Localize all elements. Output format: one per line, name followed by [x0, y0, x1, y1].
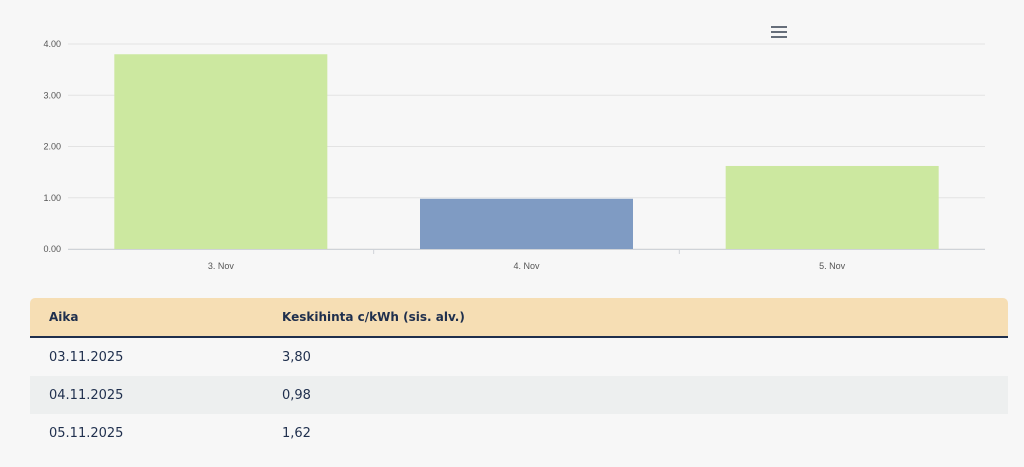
- row-date: 03.11.2025: [49, 349, 124, 365]
- row-date: 04.11.2025: [30, 376, 262, 414]
- bar-chart-svg: 0.00 1.00 2.00 3.00 4.00 3. Nov 4. Nov 5. Nov: [43, 39, 985, 271]
- price-table: Aika Keskihinta c/kWh (sis. alv.) 03.11.…: [30, 298, 1008, 452]
- x-tick-label: 4. Nov: [513, 261, 540, 271]
- row-date: 05.11.2025: [49, 425, 124, 441]
- x-tick-label: 3. Nov: [208, 261, 235, 271]
- row-price: 0,98: [262, 376, 1008, 414]
- chart-menu-button[interactable]: [768, 22, 790, 42]
- price-chart: 0.00 1.00 2.00 3.00 4.00 3. Nov 4. Nov 5. Nov: [43, 22, 985, 271]
- table-row: 04.11.2025 0,98: [30, 376, 1008, 414]
- y-tick-label: 0.00: [43, 244, 61, 254]
- y-tick-label: 1.00: [43, 193, 61, 203]
- y-tick-label: 3.00: [43, 90, 61, 100]
- bar-2: [420, 198, 633, 249]
- header-time: Aika: [30, 298, 262, 338]
- table-row: 05.11.2025 1,62: [30, 414, 1008, 452]
- header-avg-price: Keskihinta c/kWh (sis. alv.): [262, 298, 1008, 338]
- table-row: 03.11.2025 3,80: [30, 337, 1008, 376]
- table-header-row: Aika Keskihinta c/kWh (sis. alv.): [30, 298, 1008, 338]
- row-price: 1,62: [282, 425, 311, 441]
- y-tick-label: 2.00: [43, 142, 61, 152]
- row-price: 3,80: [282, 349, 311, 365]
- y-tick-label: 4.00: [43, 39, 61, 49]
- bar-3: [725, 165, 939, 249]
- x-tick-label: 5. Nov: [819, 261, 846, 271]
- hamburger-menu-icon: [771, 26, 787, 28]
- bar-1: [114, 54, 328, 249]
